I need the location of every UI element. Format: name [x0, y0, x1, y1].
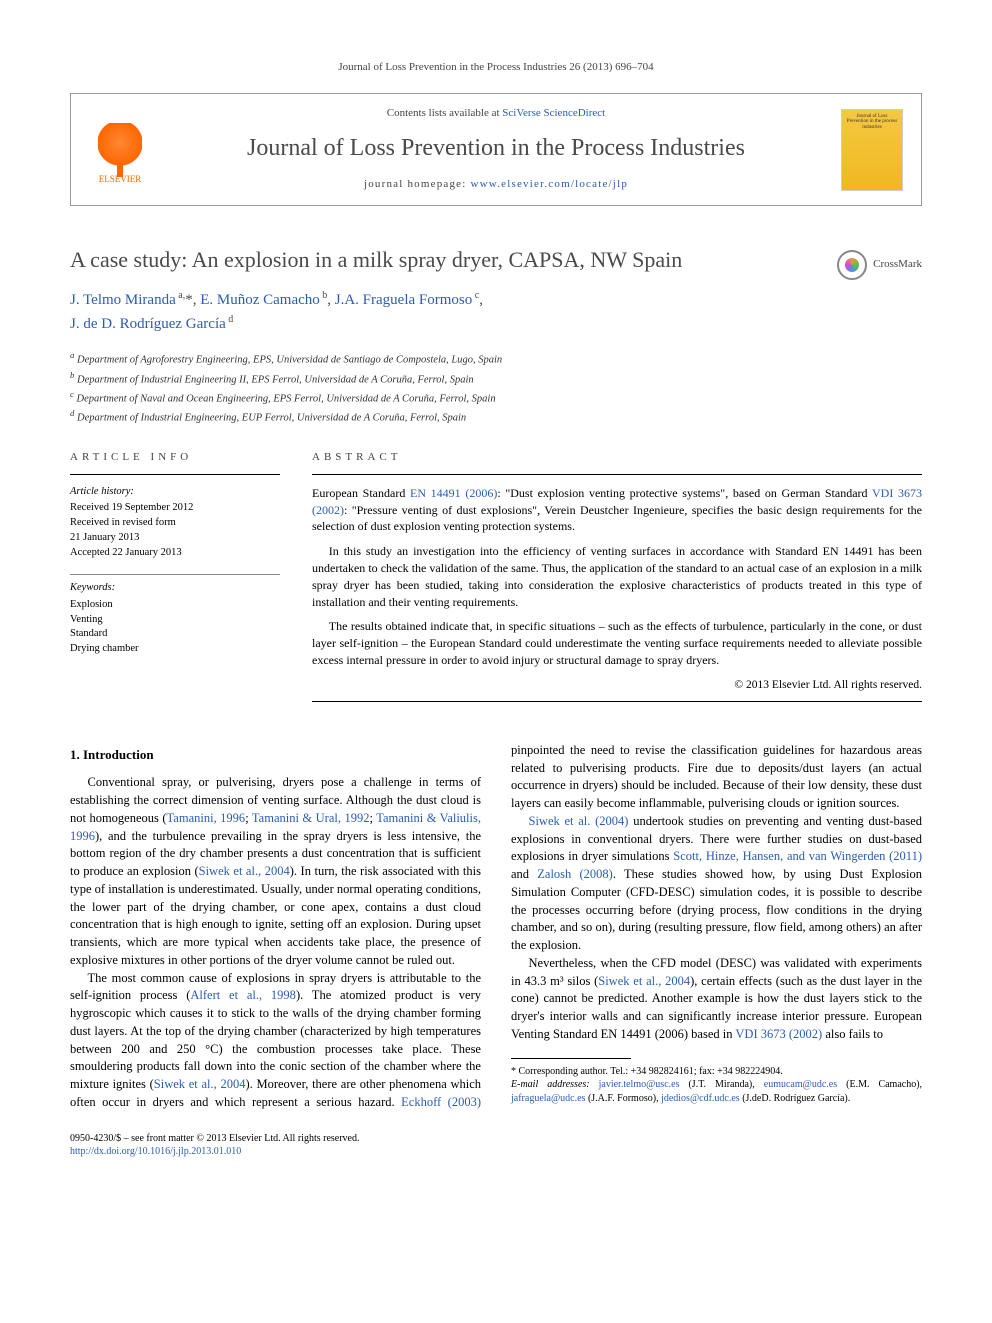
affiliation-a: a Department of Agroforestry Engineering… [70, 349, 922, 368]
cover-text: Journal of Loss Prevention in the proces… [846, 114, 898, 131]
corresponding-author: * Corresponding author. Tel.: +34 982824… [511, 1065, 922, 1079]
affiliation-c: c Department of Naval and Ocean Engineer… [70, 388, 922, 407]
keyword-3: Standard [70, 627, 280, 642]
footnotes: * Corresponding author. Tel.: +34 982824… [511, 1065, 922, 1106]
page-footer: 0950-4230/$ – see front matter © 2013 El… [70, 1132, 922, 1159]
affiliation-d: d Department of Industrial Engineering, … [70, 407, 922, 426]
ref-en14491[interactable]: EN 14491 (2006) [410, 486, 497, 500]
homepage-link[interactable]: www.elsevier.com/locate/jlp [470, 178, 628, 190]
keywords-label: Keywords: [70, 581, 280, 596]
contents-line: Contents lists available at SciVerse Sci… [169, 106, 823, 121]
journal-homepage: journal homepage: www.elsevier.com/locat… [169, 177, 823, 192]
email-4[interactable]: jdedios@cdf.udc.es [661, 1093, 740, 1104]
ref-siwek-2004-c[interactable]: Siwek et al. (2004) [529, 814, 629, 828]
email-1[interactable]: javier.telmo@usc.es [599, 1079, 680, 1090]
keyword-2: Venting [70, 613, 280, 628]
ref-alfert-1998[interactable]: Alfert et al., 1998 [190, 988, 296, 1002]
ref-tamanini-1996[interactable]: Tamanini, 1996 [167, 811, 246, 825]
ref-vdi3673-b[interactable]: VDI 3673 (2002) [735, 1027, 822, 1041]
affiliation-b: b Department of Industrial Engineering I… [70, 369, 922, 388]
email-2[interactable]: eumucam@udc.es [764, 1079, 837, 1090]
abstract-label: ABSTRACT [312, 450, 922, 465]
sciencedirect-link[interactable]: SciVerse ScienceDirect [502, 107, 605, 119]
ref-scott-2011[interactable]: Scott, Hinze, Hansen, and van Wingerden … [673, 849, 922, 863]
footnote-separator [511, 1058, 631, 1059]
ref-tamanini-ural-1992[interactable]: Tamanini & Ural, 1992 [252, 811, 370, 825]
journal-citation: Journal of Loss Prevention in the Proces… [70, 60, 922, 75]
keyword-1: Explosion [70, 598, 280, 613]
author-4[interactable]: J. de D. Rodríguez García [70, 316, 226, 332]
history-accepted: Accepted 22 January 2013 [70, 546, 280, 561]
body-p4: Nevertheless, when the CFD model (DESC) … [511, 955, 922, 1044]
history-revised-2: 21 January 2013 [70, 531, 280, 546]
copyright: © 2013 Elsevier Ltd. All rights reserved… [312, 677, 922, 693]
author-3[interactable]: J.A. Fraguela Formoso [335, 292, 473, 308]
journal-header: ELSEVIER Contents lists available at Sci… [70, 93, 922, 205]
history-revised-1: Received in revised form [70, 516, 280, 531]
elsevier-tree-icon [98, 123, 142, 173]
ref-siwek-2004-a[interactable]: Siwek et al., 2004 [199, 864, 290, 878]
body-p1: Conventional spray, or pulverising, drye… [70, 774, 481, 969]
authors: J. Telmo Miranda a,*, E. Muñoz Camacho b… [70, 288, 922, 335]
article-history: Article history: Received 19 September 2… [70, 485, 280, 560]
keyword-4: Drying chamber [70, 642, 280, 657]
footer-left: 0950-4230/$ – see front matter © 2013 El… [70, 1132, 359, 1159]
email-addresses: E-mail addresses: javier.telmo@usc.es (J… [511, 1078, 922, 1105]
author-2[interactable]: E. Muñoz Camacho [200, 292, 320, 308]
article-body: 1. Introduction Conventional spray, or p… [70, 742, 922, 1112]
article-title: A case study: An explosion in a milk spr… [70, 246, 922, 275]
article-info-label: ARTICLE INFO [70, 450, 280, 465]
email-3[interactable]: jafraguela@udc.es [511, 1093, 585, 1104]
body-p3: Siwek et al. (2004) undertook studies on… [511, 813, 922, 955]
ref-siwek-2004-b[interactable]: Siwek et al., 2004 [154, 1077, 246, 1091]
homepage-prefix: journal homepage: [364, 178, 471, 190]
email-label: E-mail addresses: [511, 1079, 599, 1090]
ref-eckhoff-2003[interactable]: Eckhoff (2003) [401, 1095, 481, 1109]
contents-prefix: Contents lists available at [387, 107, 502, 119]
front-matter: 0950-4230/$ – see front matter © 2013 El… [70, 1132, 359, 1146]
crossmark-icon [837, 250, 867, 280]
journal-cover-thumb: Journal of Loss Prevention in the proces… [841, 109, 903, 191]
history-received: Received 19 September 2012 [70, 501, 280, 516]
author-1[interactable]: J. Telmo Miranda [70, 292, 176, 308]
crossmark[interactable]: CrossMark [837, 250, 922, 280]
crossmark-label: CrossMark [873, 257, 922, 272]
keywords-block: Keywords: Explosion Venting Standard Dry… [70, 581, 280, 656]
journal-title: Journal of Loss Prevention in the Proces… [169, 132, 823, 166]
history-label: Article history: [70, 485, 280, 500]
intro-heading: 1. Introduction [70, 746, 481, 764]
affiliations: a Department of Agroforestry Engineering… [70, 349, 922, 426]
ref-zalosh-2008[interactable]: Zalosh (2008) [537, 867, 613, 881]
ref-siwek-2004-d[interactable]: Siwek et al., 2004 [598, 974, 690, 988]
doi-link[interactable]: http://dx.doi.org/10.1016/j.jlp.2013.01.… [70, 1146, 241, 1157]
elsevier-logo: ELSEVIER [89, 114, 151, 186]
abstract-text: European Standard EN 14491 (2006): "Dust… [312, 485, 922, 669]
